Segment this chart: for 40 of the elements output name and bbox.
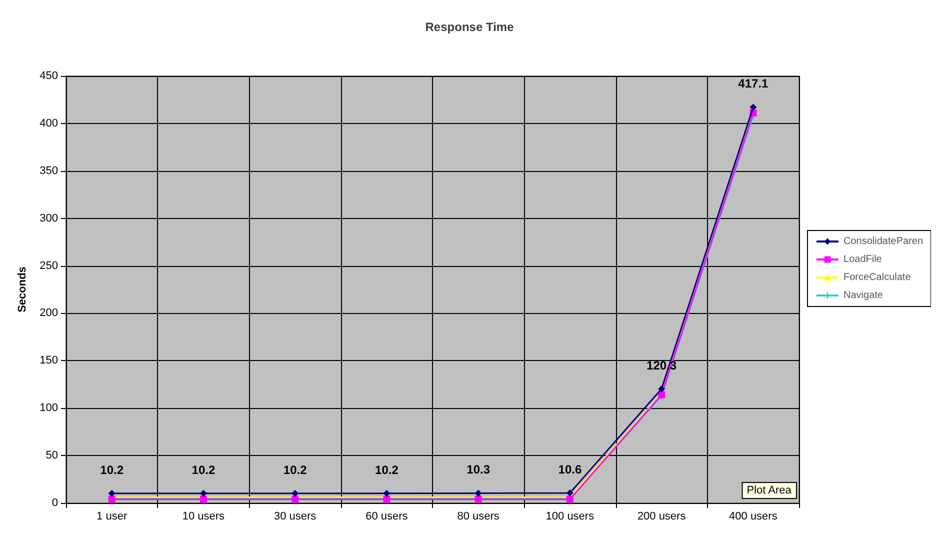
x-tick-label: 60 users: [366, 510, 408, 522]
data-label: 10.3: [466, 462, 490, 477]
annotation: Plot Area: [746, 484, 792, 496]
y-tick-label: 300: [40, 212, 58, 224]
point: [566, 489, 574, 496]
data-label: 417.1: [738, 76, 769, 91]
x-tick-label: 80 users: [457, 510, 500, 522]
point: [292, 490, 299, 497]
y-tick-label: 250: [40, 260, 58, 272]
data-label: 10.2: [192, 462, 216, 477]
point: [474, 490, 482, 497]
y-tick-label: 200: [40, 307, 58, 320]
legend-label: ForceCalculate: [844, 272, 912, 283]
data-label: 10.6: [558, 462, 582, 476]
y-tick-label: 50: [46, 450, 58, 462]
y-tick-label: 150: [40, 354, 58, 367]
x-tick-label: 100 users: [546, 510, 595, 522]
data-label: 10.2: [100, 462, 124, 477]
legend-label: Navigate: [844, 290, 884, 301]
point: [658, 385, 666, 392]
y-tick-label: 450: [40, 70, 58, 82]
x-tick-label: 10 users: [182, 510, 226, 522]
x-tick-label: 1 user: [96, 510, 128, 522]
legend-label: LoadFile: [844, 254, 882, 265]
y-tick-label: 400: [40, 117, 58, 130]
y-tick-label: 350: [40, 164, 58, 177]
point: [383, 490, 390, 497]
data-label: 10.2: [283, 462, 308, 477]
x-tick-label: 200 users: [637, 510, 686, 522]
y-axis-title: Seconds: [16, 266, 28, 312]
y-tick-label: 0: [52, 497, 58, 509]
point: [108, 490, 116, 497]
x-tick-label: 30 users: [274, 510, 317, 522]
chart-title: Response Time: [425, 20, 514, 34]
y-tick-label: 100: [40, 402, 58, 414]
data-label: 10.2: [375, 462, 399, 477]
legend-label: ConsolidateParen: [844, 236, 924, 247]
point: [200, 490, 207, 497]
x-tick-label: 400 users: [729, 510, 778, 522]
point: [750, 104, 757, 111]
